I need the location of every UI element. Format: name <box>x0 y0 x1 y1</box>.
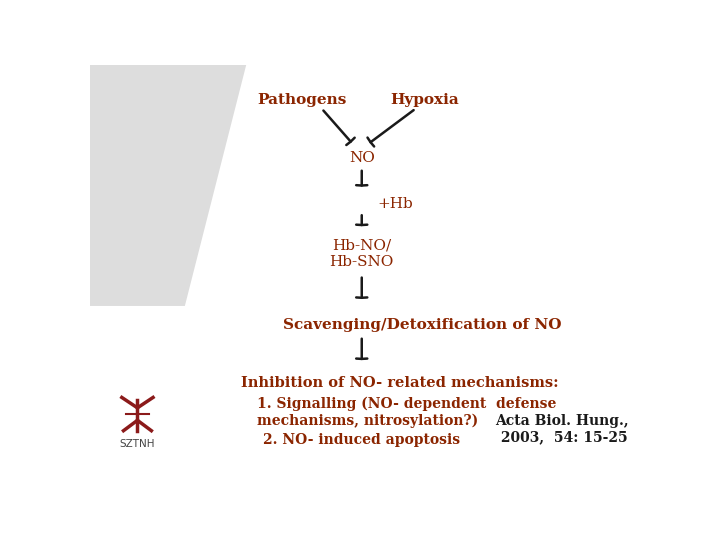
Text: 1. Signalling (NO- dependent  defense: 1. Signalling (NO- dependent defense <box>258 396 557 411</box>
Text: +Hb: +Hb <box>377 197 413 211</box>
Text: mechanisms, nitrosylation?): mechanisms, nitrosylation?) <box>258 413 479 428</box>
Polygon shape <box>90 65 246 306</box>
Text: Hb-SNO: Hb-SNO <box>330 255 394 269</box>
Text: Hypoxia: Hypoxia <box>390 93 459 107</box>
Text: Inhibition of NO- related mechanisms:: Inhibition of NO- related mechanisms: <box>240 376 558 390</box>
Text: Scavenging/Detoxification of NO: Scavenging/Detoxification of NO <box>282 318 561 332</box>
Text: Pathogens: Pathogens <box>257 93 347 107</box>
Text: NO: NO <box>348 151 374 165</box>
Text: Acta Biol. Hung.,
 2003,  54: 15-25: Acta Biol. Hung., 2003, 54: 15-25 <box>495 414 629 444</box>
Text: SZTNH: SZTNH <box>120 440 156 449</box>
Text: Hb-NO/: Hb-NO/ <box>332 239 391 253</box>
Text: 2. NO- induced apoptosis: 2. NO- induced apoptosis <box>263 433 460 447</box>
